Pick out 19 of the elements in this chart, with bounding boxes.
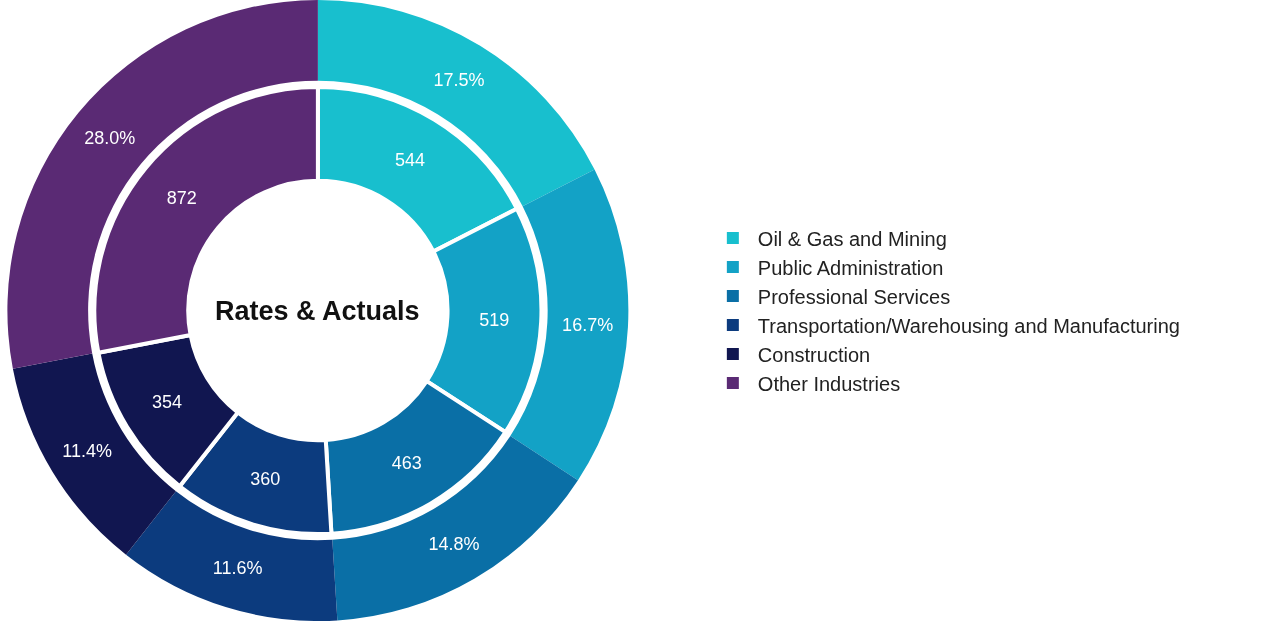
legend-label: Oil & Gas and Mining	[757, 227, 947, 250]
data-label: 28.0%	[84, 128, 136, 149]
data-label: 11.4%	[62, 440, 112, 461]
legend-label: Other Industries	[757, 372, 901, 395]
legend-label: Professional Services	[757, 285, 951, 308]
data-label: 872	[166, 188, 197, 209]
data-label: 463	[391, 453, 422, 474]
data-label: 14.8%	[428, 533, 480, 554]
data-label: 354	[152, 392, 183, 413]
text: Rates & Actuals	[215, 296, 420, 326]
data-label: 17.5%	[433, 70, 485, 91]
data-label: 16.7%	[562, 314, 614, 335]
legend-label: Public Administration	[757, 256, 944, 279]
data-label: 11.6%	[212, 558, 263, 579]
data-label: 360	[250, 469, 281, 490]
legend-label: Construction	[757, 343, 871, 366]
data-label: 544	[395, 149, 426, 170]
data-label: 519	[479, 309, 510, 330]
legend-label: Transportation/Warehousing and Manufacturing	[757, 314, 1180, 337]
